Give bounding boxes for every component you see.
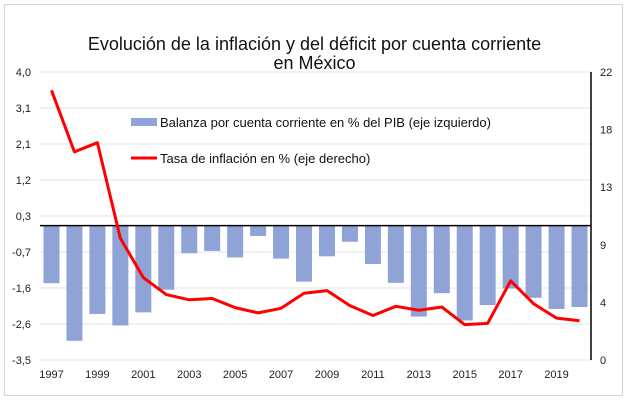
right-axis-tick-label: 4 (600, 297, 606, 309)
x-axis-tick-label: 1997 (39, 369, 63, 381)
bar-2011 (364, 225, 381, 264)
x-axis-tick-label: 1999 (85, 369, 109, 381)
left-axis-tick-label: 0,3 (16, 211, 31, 223)
x-axis-tick-label: 2017 (498, 369, 522, 381)
right-axis-tick-label: 18 (600, 125, 612, 137)
bar-2017 (502, 225, 519, 289)
x-axis-tick-label: 2019 (544, 369, 568, 381)
x-axis-tick-label: 2005 (223, 369, 247, 381)
x-axis-tick-label: 2013 (407, 369, 431, 381)
left-axis-tick-label: 1,2 (16, 175, 31, 187)
bar-2014 (433, 225, 450, 294)
bar-2006 (250, 225, 267, 236)
legend-line-label: Tasa de inflación en % (eje derecho) (160, 151, 370, 166)
bar-2018 (525, 225, 542, 298)
x-axis-tick-label: 2001 (131, 369, 155, 381)
right-axis-tick-label: 22 (600, 67, 612, 79)
right-axis-tick-label: 9 (600, 240, 606, 252)
bar-2016 (479, 225, 496, 306)
bar-1998 (66, 225, 83, 341)
bar-2001 (135, 225, 152, 313)
bar-2019 (548, 225, 565, 309)
x-axis-tick-label: 2011 (361, 369, 385, 381)
legend-bar-label: Balanza por cuenta corriente en % del PI… (160, 115, 491, 130)
bar-1999 (89, 225, 106, 314)
left-axis-tick-label: -1,6 (12, 283, 31, 295)
left-axis-tick-label: 4,0 (16, 67, 31, 79)
right-axis-tick-label: 13 (600, 182, 612, 194)
bar-2020 (571, 225, 588, 308)
bar-2003 (181, 225, 198, 254)
bar-2000 (112, 225, 129, 326)
bar-2005 (227, 225, 244, 258)
chart-title-line2: en México (273, 53, 356, 73)
legend-bar-swatch (131, 118, 157, 126)
bar-2007 (273, 225, 290, 259)
bar-2012 (387, 225, 404, 283)
left-axis-tick-label: -3,5 (12, 355, 31, 367)
left-axis-tick-label: 3,1 (16, 103, 31, 115)
bar-2013 (410, 225, 427, 317)
left-axis-tick-label: 2,1 (16, 139, 31, 151)
bar-1997 (43, 225, 60, 284)
bar-2004 (204, 225, 221, 251)
inflation-line (50, 89, 580, 327)
left-axis-tick-label: -0,7 (12, 247, 31, 259)
bar-2002 (158, 225, 175, 290)
bar-2008 (296, 225, 313, 282)
bar-2009 (318, 225, 335, 257)
x-axis-tick-label: 2015 (452, 369, 476, 381)
x-axis-tick-label: 2007 (269, 369, 293, 381)
x-axis-tick-label: 2009 (315, 369, 339, 381)
left-axis-tick-label: -2,6 (12, 319, 31, 331)
x-axis-tick-label: 2003 (177, 369, 201, 381)
right-axis-tick-label: 0 (600, 355, 606, 367)
bar-2015 (456, 225, 473, 321)
bar-2010 (341, 225, 358, 242)
chart-frame (4, 4, 623, 396)
chart-title-line1: Evolución de la inflación y del déficit … (87, 34, 542, 54)
